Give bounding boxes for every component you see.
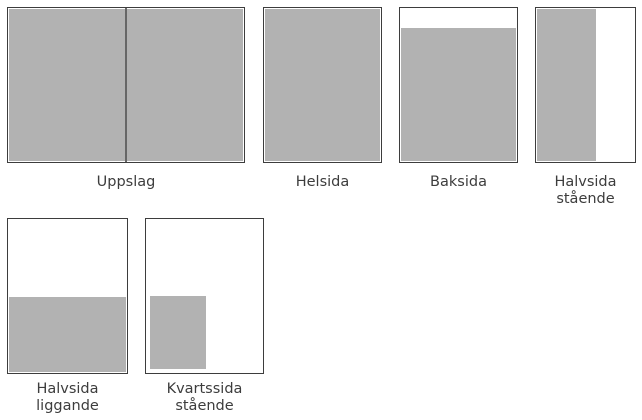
halvsida-staende-caption-line-2: stående — [556, 191, 615, 207]
baksida-fill — [401, 28, 516, 161]
kvartssida-staende-fill — [150, 296, 206, 369]
kvartssida-staende-caption-line-1: Kvartssida — [166, 381, 243, 397]
kvartssida-staende-caption-line-2: stående — [175, 398, 234, 414]
baksida-caption-line-1: Baksida — [430, 174, 487, 190]
uppslag-diagram — [7, 7, 245, 163]
halvsida-staende-fill — [537, 9, 596, 161]
halvsida-liggande-caption-line-2: liggande — [36, 398, 99, 414]
halvsida-staende-caption: Halvsida stående — [535, 174, 636, 208]
halvsida-liggande-diagram — [7, 218, 128, 374]
halvsida-staende-caption-line-1: Halvsida — [554, 174, 617, 190]
helsida-caption: Helsida — [263, 174, 382, 191]
uppslag-spine — [125, 8, 127, 162]
halvsida-liggande-fill — [9, 297, 126, 372]
uppslag-caption: Uppslag — [7, 174, 245, 191]
helsida-fill — [265, 9, 380, 161]
halvsida-staende-diagram — [535, 7, 636, 163]
halvsida-liggande-caption-line-1: Halvsida — [36, 381, 99, 397]
helsida-diagram — [263, 7, 382, 163]
halvsida-liggande-caption: Halvsida liggande — [7, 381, 128, 415]
kvartssida-staende-diagram — [145, 218, 264, 374]
uppslag-caption-line-1: Uppslag — [96, 174, 156, 190]
baksida-caption: Baksida — [399, 174, 518, 191]
kvartssida-staende-caption: Kvartssida stående — [145, 381, 264, 415]
helsida-caption-line-1: Helsida — [295, 174, 350, 190]
baksida-diagram — [399, 7, 518, 163]
